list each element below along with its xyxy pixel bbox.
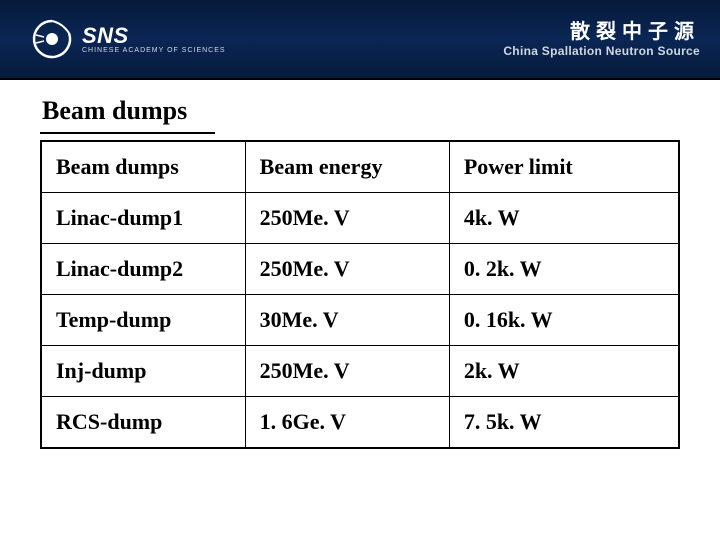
table-row: Linac-dump2 250Me. V 0. 2k. W	[41, 244, 679, 295]
logo-text-main: SNS	[82, 25, 226, 47]
table-header-row: Beam dumps Beam energy Power limit	[41, 141, 679, 193]
table-header-cell: Beam dumps	[41, 141, 245, 193]
table-row: Inj-dump 250Me. V 2k. W	[41, 346, 679, 397]
table-cell: RCS-dump	[41, 397, 245, 449]
header-right-cn: 散裂中子源	[503, 20, 700, 44]
content: Beam dumps Beam dumps Beam energy Power …	[0, 80, 720, 449]
header-right: 散裂中子源 China Spallation Neutron Source	[503, 20, 700, 58]
table-cell: 250Me. V	[245, 244, 449, 295]
table-cell: Temp-dump	[41, 295, 245, 346]
logo-text-group: SNS CHINESE ACADEMY OF SCIENCES	[82, 25, 226, 54]
table-cell: 250Me. V	[245, 193, 449, 244]
table-row: Temp-dump 30Me. V 0. 16k. W	[41, 295, 679, 346]
header-right-en: China Spallation Neutron Source	[503, 44, 700, 58]
table-row: Linac-dump1 250Me. V 4k. W	[41, 193, 679, 244]
table-cell: Linac-dump2	[41, 244, 245, 295]
table-cell: 1. 6Ge. V	[245, 397, 449, 449]
table-cell: 30Me. V	[245, 295, 449, 346]
table-cell: 2k. W	[449, 346, 679, 397]
table-cell: Linac-dump1	[41, 193, 245, 244]
table-cell: 250Me. V	[245, 346, 449, 397]
sns-logo-icon	[30, 17, 74, 61]
table-cell: 7. 5k. W	[449, 397, 679, 449]
section-title: Beam dumps	[40, 92, 215, 134]
logo-left: SNS CHINESE ACADEMY OF SCIENCES	[30, 17, 226, 61]
table-header-cell: Power limit	[449, 141, 679, 193]
beam-dumps-table: Beam dumps Beam energy Power limit Linac…	[40, 140, 680, 449]
table-cell: 0. 16k. W	[449, 295, 679, 346]
table-cell: Inj-dump	[41, 346, 245, 397]
table-cell: 4k. W	[449, 193, 679, 244]
logo-text-sub: CHINESE ACADEMY OF SCIENCES	[82, 47, 226, 54]
table-row: RCS-dump 1. 6Ge. V 7. 5k. W	[41, 397, 679, 449]
header-bar: SNS CHINESE ACADEMY OF SCIENCES 散裂中子源 Ch…	[0, 0, 720, 80]
table-cell: 0. 2k. W	[449, 244, 679, 295]
table-header-cell: Beam energy	[245, 141, 449, 193]
